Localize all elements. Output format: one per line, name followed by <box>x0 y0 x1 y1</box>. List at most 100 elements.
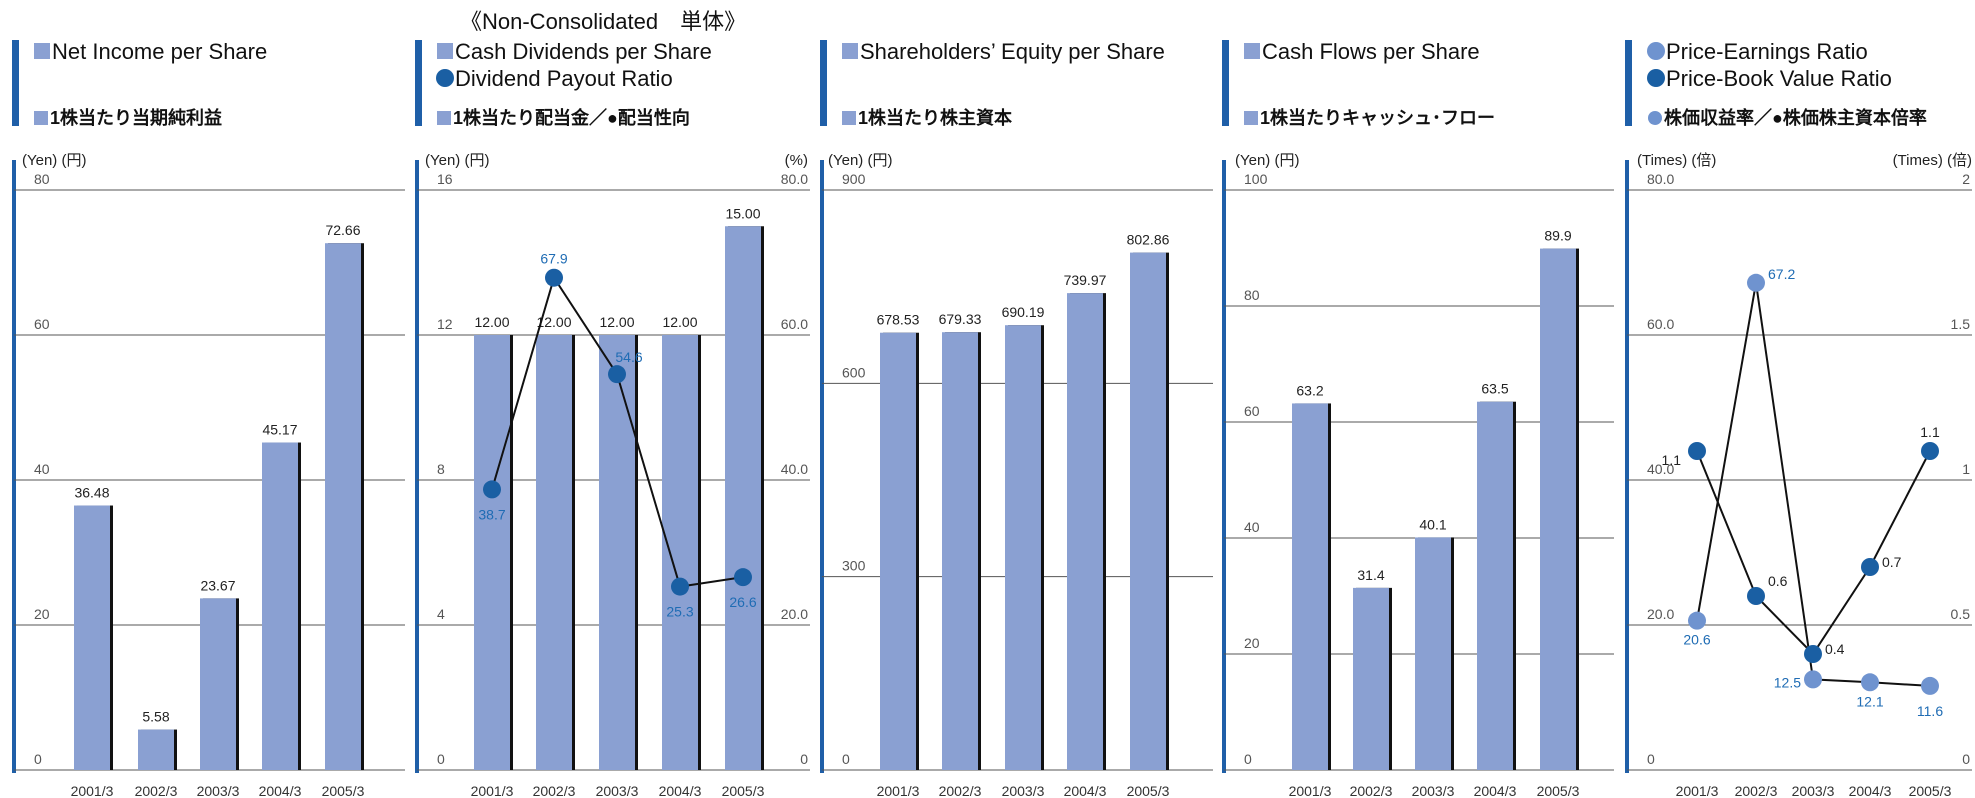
y-tick-label-right: 0 <box>1962 751 1970 767</box>
panel-1-subtitle: 1株当たり当期純利益 <box>50 107 222 128</box>
payout-ratio-marker <box>545 268 563 287</box>
panel-5-title-2: Price-Book Value Ratio <box>1666 66 1892 91</box>
bar <box>262 442 298 770</box>
x-tick-label: 2004/3 <box>659 783 702 798</box>
payout-ratio-marker <box>734 568 752 587</box>
panel-5-y-unit-right: (Times) (倍) <box>1893 152 1972 169</box>
pe-ratio-label: 12.1 <box>1856 693 1883 709</box>
bar-value-label: 45.17 <box>262 422 297 438</box>
x-tick-label: 2003/3 <box>1792 783 1835 798</box>
x-tick-label: 2004/3 <box>1064 783 1107 798</box>
bar-legend-square-jp <box>437 111 451 125</box>
pe-ratio-marker <box>1688 611 1706 630</box>
bar <box>599 335 635 770</box>
chart-panel-4: 0 20 40 60 80 100 63.2 31.4 40.1 63.5 89.9 2001/3 20… <box>1222 160 1614 798</box>
panel-3-subtitle: 1株当たり株主資本 <box>858 107 1012 128</box>
bar <box>536 335 572 770</box>
bar <box>1292 403 1328 770</box>
x-tick-label: 2002/3 <box>533 783 576 798</box>
bar <box>662 335 698 770</box>
pe-ratio-label: 20.6 <box>1683 632 1710 648</box>
panel-5-y-unit: (Times) (倍) <box>1637 152 1716 169</box>
payout-ratio-marker <box>671 577 689 596</box>
pbr-marker <box>1688 442 1706 460</box>
y-tick-label: 0 <box>1244 751 1252 767</box>
chart-panel-5: 0 20.0 40.0 60.0 80.0 0 0.5 1 1.5 2 2001/3 2002/3 20… <box>1625 160 1972 798</box>
panel-4-title: Cash Flows per Share <box>1262 39 1480 64</box>
pe-ratio-label: 11.6 <box>1917 703 1943 719</box>
y-tick-label: 0 <box>34 751 42 767</box>
x-tick-label: 2005/3 <box>322 783 365 798</box>
pbr-label: 0.7 <box>1882 554 1902 570</box>
bar-value-label: 63.2 <box>1296 382 1323 398</box>
panel-5-header: Price-Earnings Ratio Price-Book Value Ra… <box>1625 39 1972 169</box>
pe-legend-marker <box>1647 42 1665 60</box>
y-tick-label: 40 <box>34 461 50 477</box>
panel-2-header: Cash Dividends per Share Dividend Payout… <box>415 39 808 169</box>
bar-value-label: 63.5 <box>1481 381 1508 397</box>
y-tick-label-right: 20.0 <box>781 606 808 622</box>
payout-ratio-label: 54.6 <box>615 349 642 365</box>
x-tick-label: 2004/3 <box>1849 783 1892 798</box>
y-tick-label: 20 <box>1244 635 1260 651</box>
pe-ratio-marker <box>1804 670 1822 689</box>
bar-value-label: 679.33 <box>939 311 982 327</box>
bar <box>74 505 110 770</box>
panel-3-accent-bar <box>820 40 827 126</box>
panel-2-title: Cash Dividends per Share <box>455 39 712 64</box>
x-tick-label: 2002/3 <box>1735 783 1778 798</box>
x-tick-label: 2002/3 <box>135 783 178 798</box>
bar <box>1130 252 1166 771</box>
panel-5-subtitle: 株価収益率／●株価株主資本倍率 <box>1664 107 1927 128</box>
pbr-label: 1.1 <box>1662 452 1682 468</box>
y-tick-label: 80 <box>1244 287 1260 303</box>
pe-ratio-marker <box>1747 273 1765 292</box>
bar <box>942 332 978 770</box>
y-tick-label-right: 2 <box>1962 171 1970 187</box>
bar <box>325 243 361 771</box>
bar-value-label: 678.53 <box>877 312 920 328</box>
x-tick-label: 2002/3 <box>1350 783 1393 798</box>
y-tick-label-right: 60.0 <box>781 316 808 332</box>
bar-value-label: 36.48 <box>74 485 109 501</box>
y-tick-label: 60 <box>34 316 50 332</box>
y-tick-label: 4 <box>437 606 445 622</box>
pe-ratio-label: 67.2 <box>1768 266 1795 282</box>
bar-legend-square <box>842 43 858 59</box>
bar <box>1067 293 1103 770</box>
y-tick-label: 0 <box>842 751 850 767</box>
chart-panel-1: 0 20 40 60 80 36.48 5.58 23.67 45.17 72.66 2001/3 2… <box>12 160 405 798</box>
x-tick-label: 2004/3 <box>259 783 302 798</box>
panel-4-accent-bar <box>1222 40 1229 126</box>
y-tick-label: 12 <box>437 316 453 332</box>
bar-value-label: 23.67 <box>200 577 235 593</box>
panel-2-y-unit-right: (%) <box>785 152 808 169</box>
bar <box>474 335 510 770</box>
bar <box>1477 401 1513 770</box>
pbr-marker <box>1861 558 1879 576</box>
y-tick-label-right: 80.0 <box>781 171 808 187</box>
non-consolidated-note: 《Non-Consolidated 単体》 <box>460 9 746 34</box>
panel-2-title-2: Dividend Payout Ratio <box>455 66 673 91</box>
bar-legend-square-jp <box>842 111 856 125</box>
payout-ratio-label: 26.6 <box>729 594 756 610</box>
pe-legend-marker-jp <box>1648 111 1662 125</box>
pbr-legend-marker <box>1647 69 1665 87</box>
y-tick-label-right: 1.5 <box>1951 316 1971 332</box>
x-tick-label: 2001/3 <box>877 783 920 798</box>
x-tick-label: 2005/3 <box>722 783 765 798</box>
bar-legend-square <box>437 43 453 59</box>
pbr-marker <box>1804 645 1822 663</box>
y-tick-label: 80 <box>34 171 50 187</box>
y-tick-label-right: 40.0 <box>781 461 808 477</box>
bar-value-label: 31.4 <box>1357 567 1384 583</box>
bar-value-label: 12.00 <box>599 314 634 330</box>
panel-4-header: Cash Flows per Share 1株当たりキャッシュ･フロー (Yen… <box>1222 39 1495 169</box>
panel-5-accent-bar <box>1625 40 1632 126</box>
x-tick-label: 2001/3 <box>1289 783 1332 798</box>
x-tick-label: 2003/3 <box>197 783 240 798</box>
bar-value-label: 690.19 <box>1002 304 1045 320</box>
bar-legend-square-jp <box>34 111 48 125</box>
pbr-marker <box>1747 587 1765 605</box>
panel-3-y-unit: (Yen) (円) <box>828 152 892 169</box>
